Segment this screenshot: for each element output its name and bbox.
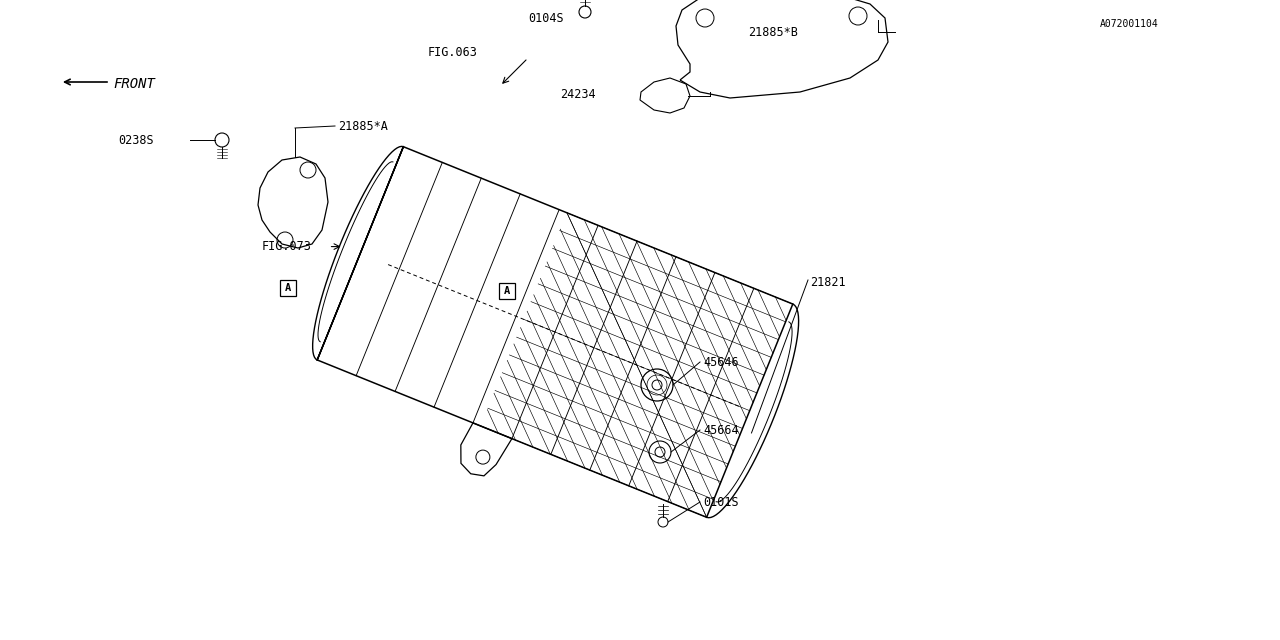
Text: FRONT: FRONT (113, 77, 155, 91)
Text: 0104S: 0104S (529, 12, 563, 24)
Text: 0101S: 0101S (703, 495, 739, 509)
Text: 45664: 45664 (703, 424, 739, 436)
Text: 21885*B: 21885*B (748, 26, 797, 38)
Text: 24234: 24234 (561, 88, 595, 100)
Text: 0238S: 0238S (118, 134, 154, 147)
Text: FIG.073: FIG.073 (261, 240, 311, 253)
Text: A: A (504, 286, 509, 296)
Text: 21821: 21821 (810, 275, 846, 289)
Text: 21885*A: 21885*A (338, 120, 388, 132)
Text: A072001104: A072001104 (1100, 19, 1158, 29)
Text: 45646: 45646 (703, 355, 739, 369)
Text: A: A (285, 283, 291, 293)
Text: FIG.063: FIG.063 (428, 45, 477, 58)
